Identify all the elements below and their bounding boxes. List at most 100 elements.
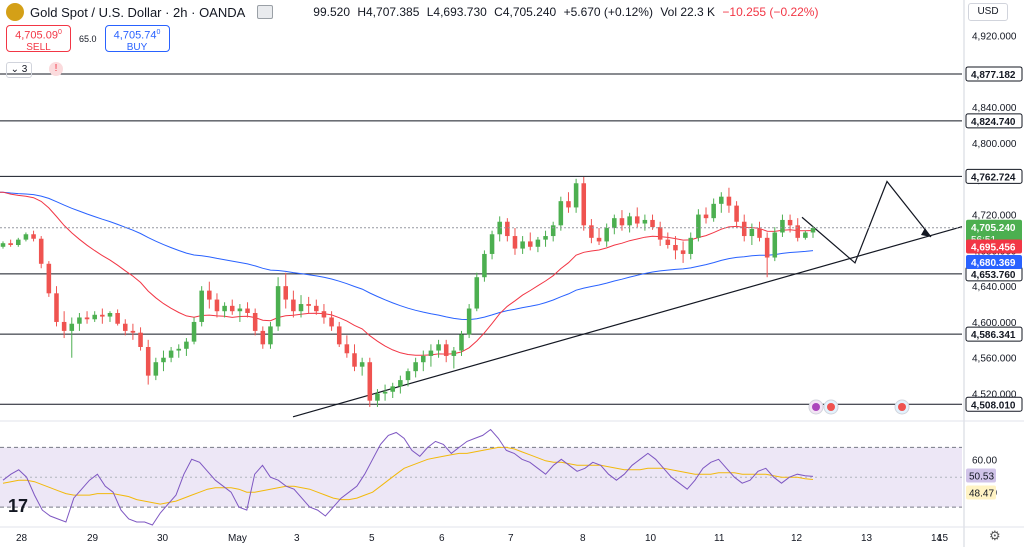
warning-icon[interactable]: ! xyxy=(49,62,63,76)
candle-body[interactable] xyxy=(214,299,220,312)
candle-body[interactable] xyxy=(252,313,258,331)
candle-body[interactable] xyxy=(665,239,671,245)
candle-body[interactable] xyxy=(275,286,281,327)
candle-body[interactable] xyxy=(314,305,319,312)
gear-icon[interactable]: ⚙ xyxy=(989,528,1001,543)
candle-body[interactable] xyxy=(673,245,678,251)
candle-body[interactable] xyxy=(764,237,770,258)
candle-body[interactable] xyxy=(772,232,778,258)
candle-body[interactable] xyxy=(268,326,273,345)
candle-body[interactable] xyxy=(138,332,143,347)
candle-body[interactable] xyxy=(749,228,755,237)
candle-body[interactable] xyxy=(604,228,609,242)
eye-icon[interactable] xyxy=(257,5,274,19)
candle-body[interactable] xyxy=(757,228,762,238)
candle-body[interactable] xyxy=(245,308,250,313)
candle-body[interactable] xyxy=(527,241,533,247)
candle-body[interactable] xyxy=(466,308,472,335)
candle-body[interactable] xyxy=(719,196,724,204)
candle-body[interactable] xyxy=(680,250,686,254)
candle-body[interactable] xyxy=(382,391,388,394)
candle-body[interactable] xyxy=(443,344,449,356)
candle-body[interactable] xyxy=(352,353,357,367)
candle-body[interactable] xyxy=(657,227,663,240)
candle-body[interactable] xyxy=(803,232,808,238)
candle-body[interactable] xyxy=(619,218,625,226)
candle-body[interactable] xyxy=(31,234,36,239)
candle-body[interactable] xyxy=(512,236,518,249)
candle-body[interactable] xyxy=(482,253,487,278)
candle-body[interactable] xyxy=(199,290,204,322)
candle-body[interactable] xyxy=(558,201,564,226)
candle-body[interactable] xyxy=(535,239,541,247)
candle-body[interactable] xyxy=(130,330,136,333)
candle-body[interactable] xyxy=(390,386,395,392)
candle-body[interactable] xyxy=(474,277,480,309)
candle-body[interactable] xyxy=(520,241,525,249)
candle-body[interactable] xyxy=(375,393,380,401)
candle-body[interactable] xyxy=(550,225,556,237)
projection-path[interactable] xyxy=(801,180,932,264)
candle-body[interactable] xyxy=(688,237,694,254)
candle-body[interactable] xyxy=(627,216,632,226)
candle-body[interactable] xyxy=(8,243,13,245)
candle-body[interactable] xyxy=(237,308,243,312)
candle-body[interactable] xyxy=(787,219,793,226)
candle-body[interactable] xyxy=(336,326,342,345)
currency-selector[interactable]: USD xyxy=(968,3,1008,21)
candle-body[interactable] xyxy=(398,380,403,387)
candle-body[interactable] xyxy=(38,238,44,264)
candle-body[interactable] xyxy=(459,334,464,351)
candle-body[interactable] xyxy=(222,305,227,312)
candle-body[interactable] xyxy=(191,321,197,342)
candle-body[interactable] xyxy=(306,304,311,306)
candle-body[interactable] xyxy=(122,323,128,331)
candle-body[interactable] xyxy=(573,183,579,208)
candle-body[interactable] xyxy=(298,304,304,312)
candle-body[interactable] xyxy=(589,225,594,238)
candle-body[interactable] xyxy=(0,243,6,247)
candle-body[interactable] xyxy=(741,221,747,237)
candle-body[interactable] xyxy=(344,344,350,354)
candle-body[interactable] xyxy=(734,205,739,222)
candle-body[interactable] xyxy=(54,293,59,322)
candle-body[interactable] xyxy=(176,348,182,351)
candle-body[interactable] xyxy=(145,347,151,376)
candle-body[interactable] xyxy=(115,313,120,324)
candle-body[interactable] xyxy=(795,225,800,238)
candle-body[interactable] xyxy=(810,228,816,233)
candle-body[interactable] xyxy=(359,362,365,367)
candle-body[interactable] xyxy=(421,355,426,363)
candle-body[interactable] xyxy=(703,214,709,219)
candle-body[interactable] xyxy=(77,317,82,324)
candle-body[interactable] xyxy=(612,218,617,228)
buy-button[interactable]: 4,705.740 BUY xyxy=(104,25,170,53)
candle-body[interactable] xyxy=(16,239,21,245)
candle-body[interactable] xyxy=(367,362,373,401)
candle-body[interactable] xyxy=(581,183,587,226)
candle-body[interactable] xyxy=(100,314,105,317)
candle-body[interactable] xyxy=(650,219,655,228)
candle-body[interactable] xyxy=(92,314,97,320)
candle-body[interactable] xyxy=(23,234,29,240)
tradingview-logo[interactable]: 17 xyxy=(8,496,29,516)
candle-body[interactable] xyxy=(321,311,327,318)
candle-body[interactable] xyxy=(780,219,785,233)
candle-body[interactable] xyxy=(711,203,716,219)
candle-body[interactable] xyxy=(505,221,510,237)
candle-body[interactable] xyxy=(642,219,648,224)
candle-body[interactable] xyxy=(634,216,640,224)
candle-body[interactable] xyxy=(61,321,67,331)
candle-body[interactable] xyxy=(161,357,166,363)
candle-body[interactable] xyxy=(184,341,189,349)
candle-body[interactable] xyxy=(260,330,266,345)
candle-body[interactable] xyxy=(489,234,495,254)
candle-body[interactable] xyxy=(291,299,296,312)
candle-body[interactable] xyxy=(596,237,602,242)
candle-body[interactable] xyxy=(497,221,502,235)
candle-body[interactable] xyxy=(329,317,334,327)
candle-body[interactable] xyxy=(696,214,701,238)
candle-body[interactable] xyxy=(413,362,418,372)
candle-body[interactable] xyxy=(153,362,159,376)
